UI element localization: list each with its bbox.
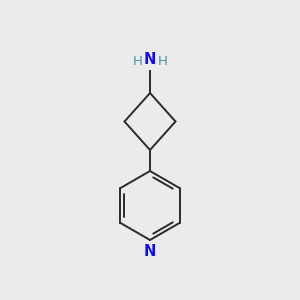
Text: H: H: [133, 55, 142, 68]
Text: N: N: [144, 244, 156, 259]
Text: N: N: [144, 52, 156, 68]
Text: H: H: [158, 55, 167, 68]
